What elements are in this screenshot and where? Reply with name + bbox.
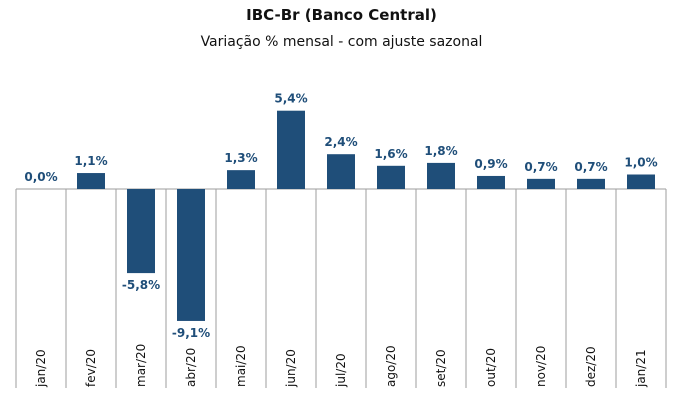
x-tick-label: nov/20 — [534, 346, 548, 387]
x-tick-label: jun/20 — [284, 349, 298, 388]
x-tick-label: out/20 — [484, 348, 498, 387]
bar — [327, 154, 355, 189]
x-tick-label: abr/20 — [184, 348, 198, 387]
data-label: 0,0% — [24, 170, 57, 184]
bar — [277, 110, 305, 189]
data-label: 1,3% — [224, 151, 257, 165]
bar — [177, 189, 205, 321]
chart-subtitle: Variação % mensal - com ajuste sazonal — [200, 34, 483, 50]
bar — [77, 173, 105, 189]
x-tick-label: fev/20 — [84, 349, 98, 387]
x-tick-label: mar/20 — [134, 344, 148, 387]
bar — [627, 174, 655, 189]
x-tick-label: mai/20 — [234, 345, 248, 387]
data-label: -5,8% — [122, 278, 160, 292]
data-label: -9,1% — [172, 326, 210, 340]
x-tick-label: jul/20 — [334, 353, 348, 388]
data-label: 5,4% — [274, 92, 307, 106]
data-label: 1,0% — [624, 156, 657, 170]
x-tick-label: ago/20 — [384, 345, 398, 387]
chart-title: IBC-Br (Banco Central) — [246, 6, 437, 24]
bar — [377, 165, 405, 189]
data-label: 0,9% — [474, 157, 507, 171]
bar — [227, 170, 255, 189]
x-tick-label: set/20 — [434, 349, 448, 387]
bar — [477, 175, 505, 189]
data-label: 1,6% — [374, 147, 407, 161]
data-label: 0,7% — [574, 160, 607, 174]
bar — [427, 162, 455, 189]
x-tick-label: jan/20 — [34, 349, 48, 388]
data-label: 1,1% — [74, 154, 107, 168]
x-tick-label: jan/21 — [634, 349, 648, 388]
data-label: 1,8% — [424, 144, 457, 158]
data-label: 2,4% — [324, 135, 357, 149]
x-tick-label: dez/20 — [584, 346, 598, 387]
bar — [527, 178, 555, 189]
bar — [577, 178, 605, 189]
data-label: 0,7% — [524, 160, 557, 174]
bar — [127, 189, 155, 274]
